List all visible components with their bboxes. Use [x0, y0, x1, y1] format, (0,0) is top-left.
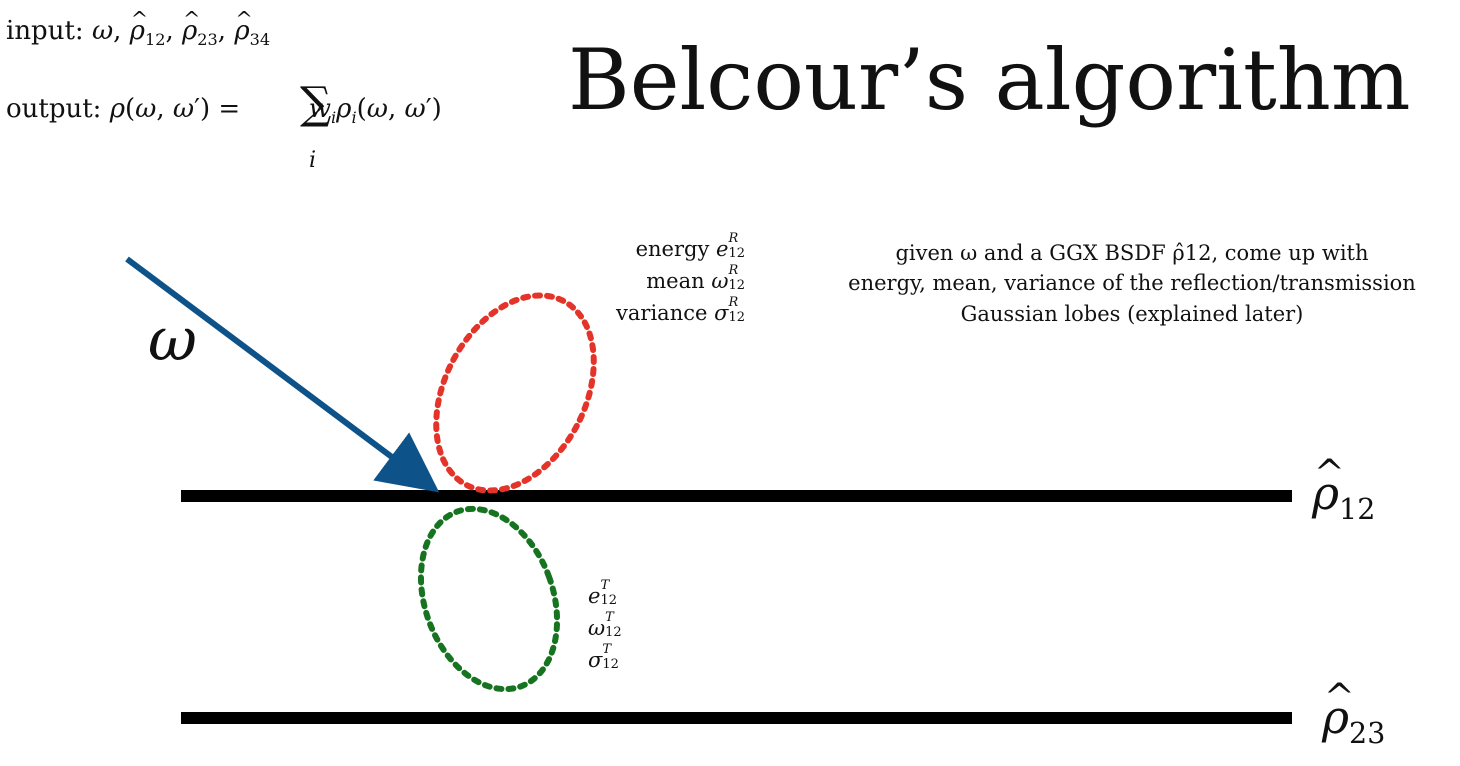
output-formula: output: ρ(ω, ω′) = wiρi(ω, ω′): [6, 94, 442, 128]
input-formula: input: ω, ρ ^ 12, ρ ^ 23, ρ ^ 34: [6, 7, 271, 50]
transmission-stats: e T 12 ω T 12 σ T 12: [588, 577, 648, 680]
output-label: output:: [6, 94, 102, 124]
input-rho12: ρ ^: [129, 7, 149, 46]
layer-label-12: ^ ρ12: [1312, 450, 1376, 527]
transmission-lobe: [417, 505, 561, 693]
layer-label-23: ^ ρ23: [1322, 674, 1386, 751]
algorithm-description: given ω and a GGX BSDF ρ̂12, come up wit…: [812, 238, 1452, 329]
reflection-mean: mean ω R 12: [646, 262, 745, 293]
description-line: energy, mean, variance of the reflection…: [848, 271, 1416, 296]
transmission-energy: e T 12: [588, 577, 617, 608]
incident-arrow: [125, 256, 440, 493]
transmission-variance: σ T 12: [588, 641, 619, 672]
transmission-mean: ω T 12: [588, 609, 622, 640]
description-line: Gaussian lobes (explained later): [960, 301, 1304, 326]
reflection-variance: variance σ R 12: [616, 294, 745, 325]
reflection-lobe: [433, 292, 597, 494]
reflection-stats: energy e R 12 mean ω R 12 variance σ R 12: [580, 230, 745, 334]
input-label: input:: [6, 16, 84, 46]
input-rho23: ρ ^: [182, 7, 201, 46]
sum-index: i: [309, 148, 317, 173]
input-rho34: ρ ^: [234, 7, 253, 46]
reflection-energy: energy e R 12: [635, 230, 745, 261]
input-omega: ω: [91, 16, 114, 46]
slide-title: Belcour’s algorithm: [568, 31, 1411, 129]
description-line: given ω and a GGX BSDF ρ̂12, come up wit…: [895, 241, 1369, 265]
sum-symbol: ∑: [300, 78, 332, 129]
incident-omega-label: ω: [148, 305, 197, 375]
